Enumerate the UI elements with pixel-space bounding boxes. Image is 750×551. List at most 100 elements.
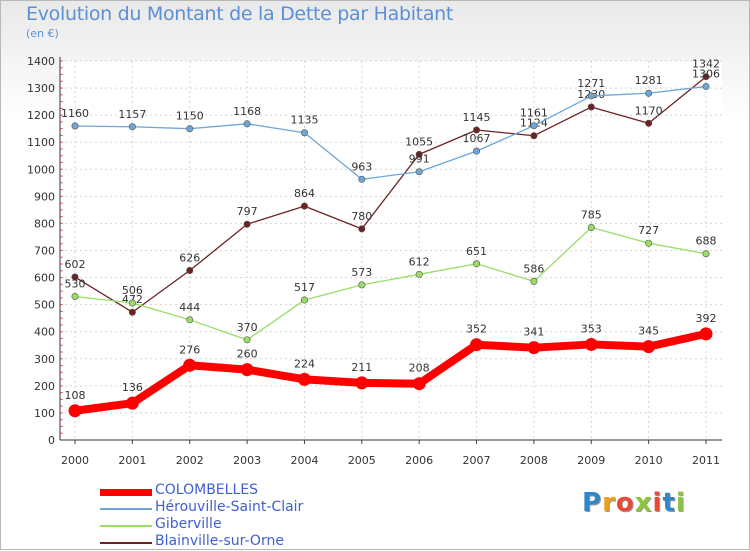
series-line [74, 76, 707, 313]
logo-letter: o [615, 488, 635, 518]
series-line [74, 329, 707, 415]
data-label: 108 [65, 389, 86, 402]
data-point [358, 225, 366, 233]
data-label: 727 [638, 224, 659, 237]
data-point [71, 273, 79, 281]
data-point [300, 202, 308, 210]
logo-letter: x [634, 488, 653, 518]
data-label: 1055 [405, 135, 433, 148]
series-line [74, 85, 707, 180]
unit-label: (en €) [26, 27, 59, 40]
data-point [412, 377, 426, 391]
data-point [645, 239, 653, 247]
data-point [186, 267, 194, 275]
data-point [587, 92, 595, 100]
data-label: 1168 [233, 105, 261, 118]
data-label: 345 [638, 325, 659, 338]
data-point [645, 89, 653, 97]
data-label: 1157 [118, 108, 146, 121]
data-label: 208 [409, 362, 430, 375]
data-point [240, 363, 254, 377]
data-label: 136 [122, 381, 143, 394]
x-tick-label: 2000 [61, 454, 89, 467]
data-label: 1161 [520, 107, 548, 120]
data-point [699, 327, 713, 341]
data-label: 517 [294, 281, 315, 294]
x-tick-label: 2003 [233, 454, 261, 467]
data-point [642, 340, 656, 354]
data-label: 352 [466, 323, 487, 336]
logo-letter: r [602, 488, 616, 518]
data-point [243, 220, 251, 228]
legend-label: Hérouville-Saint-Clair [155, 499, 304, 515]
proxiti-logo: Proxiti [582, 488, 686, 518]
data-label: 688 [696, 235, 717, 248]
logo-letter: P [582, 488, 603, 518]
data-point [415, 270, 423, 278]
y-tick-label: 0 [48, 434, 55, 447]
data-point [702, 82, 710, 90]
y-tick-label: 400 [34, 326, 55, 339]
legend-label: COLOMBELLES [155, 482, 258, 498]
data-point [300, 129, 308, 137]
x-tick-label: 2006 [405, 454, 433, 467]
data-point [71, 293, 79, 301]
data-label: 1306 [692, 67, 720, 80]
data-point [702, 250, 710, 258]
data-label: 785 [581, 208, 602, 221]
data-point [243, 120, 251, 128]
y-tick-label: 1000 [27, 163, 55, 176]
data-label: 370 [237, 321, 258, 334]
data-label: 392 [696, 312, 717, 325]
data-label: 1281 [635, 74, 663, 87]
y-tick-label: 100 [34, 407, 55, 420]
data-label: 1160 [61, 107, 89, 120]
data-label: 1170 [635, 104, 663, 117]
data-label: 1067 [463, 132, 491, 145]
data-point [645, 119, 653, 127]
y-tick-label: 800 [34, 217, 55, 230]
data-label: 1145 [463, 111, 491, 124]
x-tick-label: 2005 [348, 454, 376, 467]
y-tick-label: 900 [34, 190, 55, 203]
data-label: 991 [409, 153, 430, 166]
data-point [584, 337, 598, 351]
y-tick-label: 600 [34, 272, 55, 285]
legend-label: Giberville [155, 516, 222, 532]
y-tick-label: 200 [34, 380, 55, 393]
x-tick-label: 2009 [577, 454, 605, 467]
series-line [74, 226, 707, 341]
logo-letter: t [662, 488, 676, 518]
data-label: 963 [351, 160, 372, 173]
data-point [530, 122, 538, 130]
data-label: 1342 [692, 58, 720, 71]
series-blainville-sur-orne: 6024726267978647801055114511241230117013… [65, 58, 720, 316]
y-tick-label: 1200 [27, 109, 55, 122]
data-point [415, 168, 423, 176]
data-point [300, 296, 308, 304]
data-point [186, 316, 194, 324]
data-point [473, 147, 481, 155]
data-label: 211 [351, 361, 372, 374]
data-label: 651 [466, 245, 487, 258]
logo-letter: i [675, 488, 686, 518]
legend-swatch [100, 508, 152, 510]
x-tick-label: 2001 [118, 454, 146, 467]
data-label: 602 [65, 258, 86, 271]
y-tick-label: 300 [34, 353, 55, 366]
data-point [530, 132, 538, 140]
x-tick-label: 2004 [290, 454, 318, 467]
data-label: 506 [122, 284, 143, 297]
y-tick-label: 1400 [27, 55, 55, 68]
legend-swatch [100, 525, 152, 527]
series-herouville-saint-clair: 1160 1157 1150 1168 1135 963 991 1067 1161 1271 12… [61, 67, 720, 183]
data-label: 260 [237, 348, 258, 361]
data-label: 864 [294, 187, 315, 200]
x-tick-label: 2008 [520, 454, 548, 467]
data-label: 276 [179, 343, 200, 356]
data-label: 353 [581, 322, 602, 335]
line-chart: 0 100 200 300 400 500 600 700 800 900 1000 1100 1200… [27, 55, 722, 467]
series-colombelles: 108 136 276 260 224 211 208 352 341 353 345 392 [65, 312, 717, 418]
data-point [587, 103, 595, 111]
data-point [527, 341, 541, 355]
